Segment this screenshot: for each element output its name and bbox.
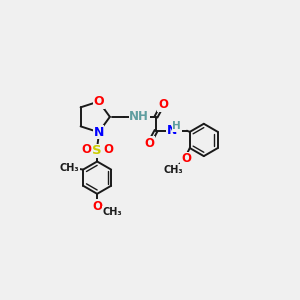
Text: NH: NH — [129, 110, 149, 123]
Text: S: S — [92, 144, 102, 157]
Text: O: O — [181, 152, 191, 165]
Text: CH₃: CH₃ — [103, 206, 122, 217]
Text: N: N — [167, 124, 177, 137]
Text: H: H — [172, 121, 181, 131]
Text: O: O — [81, 143, 92, 156]
Text: O: O — [103, 143, 113, 156]
Text: CH₃: CH₃ — [163, 165, 183, 175]
Text: O: O — [158, 98, 168, 111]
Text: CH₃: CH₃ — [59, 163, 79, 173]
Text: O: O — [92, 200, 102, 213]
Text: N: N — [94, 126, 104, 139]
Text: O: O — [144, 136, 154, 149]
Text: O: O — [93, 95, 104, 108]
